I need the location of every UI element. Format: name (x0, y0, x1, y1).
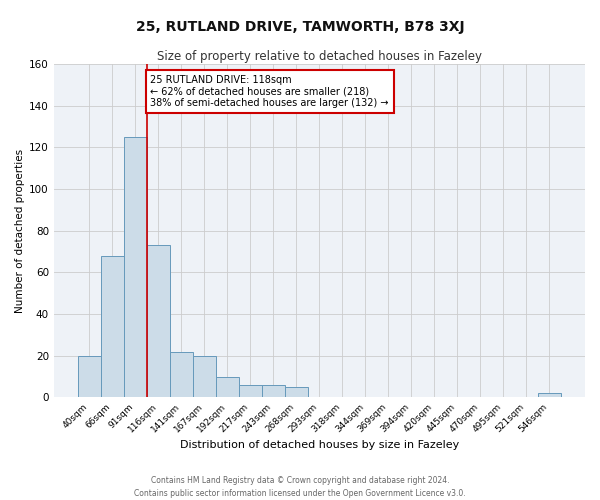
Y-axis label: Number of detached properties: Number of detached properties (15, 149, 25, 313)
Bar (124, 137, 147, 398)
Bar (147, 246, 170, 398)
Bar (262, 385, 285, 398)
Bar (239, 385, 262, 398)
Bar (170, 352, 193, 398)
Bar (285, 387, 308, 398)
Text: 25 RUTLAND DRIVE: 118sqm
← 62% of detached houses are smaller (218)
38% of semi-: 25 RUTLAND DRIVE: 118sqm ← 62% of detach… (151, 74, 389, 108)
Bar (193, 356, 216, 398)
Text: Contains HM Land Registry data © Crown copyright and database right 2024.
Contai: Contains HM Land Registry data © Crown c… (134, 476, 466, 498)
X-axis label: Distribution of detached houses by size in Fazeley: Distribution of detached houses by size … (180, 440, 459, 450)
Text: 25, RUTLAND DRIVE, TAMWORTH, B78 3XJ: 25, RUTLAND DRIVE, TAMWORTH, B78 3XJ (136, 20, 464, 34)
Bar (101, 256, 124, 398)
Bar (216, 376, 239, 398)
Bar (538, 394, 561, 398)
Title: Size of property relative to detached houses in Fazeley: Size of property relative to detached ho… (157, 50, 482, 63)
Bar (78, 356, 101, 398)
